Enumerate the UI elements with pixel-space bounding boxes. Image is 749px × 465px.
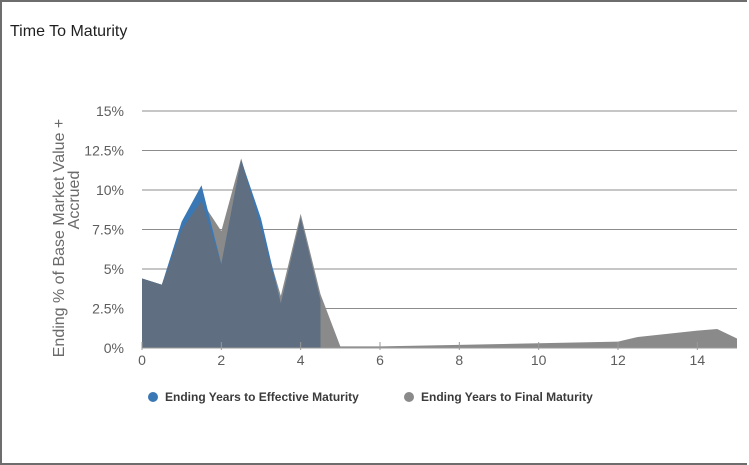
x-tick-label: 12 — [610, 352, 626, 368]
legend-item-final[interactable]: Ending Years to Final Maturity — [404, 390, 593, 404]
y-tick-label: 12.5% — [84, 143, 124, 159]
y-tick-label: 7.5% — [92, 222, 124, 238]
x-tick-label: 4 — [297, 352, 305, 368]
legend: Ending Years to Effective Maturity Endin… — [148, 390, 593, 404]
legend-item-effective[interactable]: Ending Years to Effective Maturity — [148, 390, 359, 404]
x-axis: 0 2 4 6 8 10 12 14 — [138, 342, 737, 368]
legend-label-final: Ending Years to Final Maturity — [421, 390, 593, 404]
y-tick-label: 10% — [96, 182, 124, 198]
x-tick-label: 10 — [531, 352, 547, 368]
x-tick-label: 8 — [455, 352, 463, 368]
x-tick-label: 0 — [138, 352, 146, 368]
area-overlap — [142, 159, 321, 348]
x-tick-label: 14 — [690, 352, 706, 368]
area-series — [142, 158, 737, 348]
y-tick-label: 0% — [104, 340, 124, 356]
legend-marker-final — [404, 392, 414, 402]
y-axis-label-line-1: Ending % of Base Market Value + — [51, 119, 68, 358]
y-tick-label: 2.5% — [92, 301, 124, 317]
y-axis: 0% 2.5% 5% 7.5% 10% 12.5% 15% — [84, 103, 124, 356]
panel-title: Time To Maturity — [10, 23, 128, 40]
x-tick-label: 2 — [217, 352, 225, 368]
x-tick-label: 6 — [376, 352, 384, 368]
y-tick-label: 5% — [104, 261, 124, 277]
y-tick-label: 15% — [96, 103, 124, 119]
legend-label-effective: Ending Years to Effective Maturity — [165, 390, 359, 404]
legend-marker-effective — [148, 392, 158, 402]
y-axis-label-line-2: Accrued — [66, 171, 83, 230]
